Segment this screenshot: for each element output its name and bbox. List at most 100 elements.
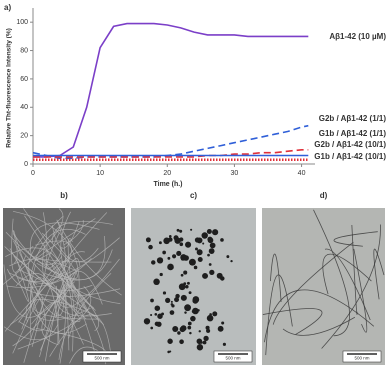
aggregate [154,305,161,311]
aggregate [207,236,213,242]
y-tick-label: 60 [20,76,28,83]
fibril [13,230,78,304]
aggregate [154,313,158,316]
aggregate [151,260,156,265]
fibril [272,241,354,325]
aggregate [150,298,154,303]
aggregate [172,326,179,333]
aggregate [170,300,173,303]
aggregate [178,283,186,291]
fibril [270,253,282,302]
aggregate [186,281,190,285]
aggregate [208,263,212,266]
series-label: G2b / Aβ1-42 (1/1) [319,114,387,123]
series-line [33,22,309,158]
aggregate [202,340,207,345]
aggregate [165,297,171,303]
aggregate [184,304,192,312]
aggregate [177,331,181,335]
aggregate [161,312,165,316]
series-label: G1b / Aβ1-42 (1/1) [319,129,387,138]
aggregate [184,311,187,314]
micrograph-bg [131,208,256,365]
fibril [34,218,96,261]
fibril [373,248,385,300]
aggregate [175,293,180,299]
aggregate [200,341,203,344]
aggregate [185,285,189,289]
aggregate [202,242,205,245]
fibril [324,248,371,321]
scale-label: 500 nm [94,356,109,361]
aggregate [179,229,183,233]
aggregate [197,309,200,312]
aggregate [187,325,192,330]
fibril [63,219,84,246]
aggregate [156,257,164,264]
scale-box [213,350,253,363]
aggregate [179,242,184,247]
aggregate [188,291,192,295]
aggregate [196,249,203,256]
aggregate [209,242,216,249]
aggregate [185,241,192,248]
aggregate [195,247,198,251]
aggregate [150,313,153,317]
y-tick-label: 100 [16,19,28,26]
fibril [322,253,372,295]
fibril [69,346,100,364]
micrograph [262,208,385,365]
fibril [2,208,64,285]
aggregate [174,297,180,303]
fibril [46,232,63,270]
aggregate [190,228,193,231]
panel-label: a) [4,3,11,12]
aggregate [169,310,175,315]
fibril [17,268,105,325]
aggregate [190,315,196,322]
fibril [313,209,350,337]
aggregate [163,237,170,245]
aggregate [162,291,167,295]
aggregate [207,253,210,257]
aggregate [189,331,192,335]
aggregate [216,272,223,279]
aggregate [191,309,195,313]
scale-box [342,350,382,363]
fibril [28,245,112,263]
aggregate [180,273,184,277]
fibril [25,298,99,323]
aggregate [187,321,192,326]
fibril [264,289,375,343]
aggregate [206,314,214,322]
fibril [15,259,29,302]
fibril [262,308,323,335]
micrograph [131,208,256,365]
fibril [28,269,87,334]
aggregate [193,265,198,270]
aggregate [180,254,187,261]
aggregate [159,272,163,277]
y-tick-label: 20 [20,132,28,139]
y-axis-label: Relative Tht-fluorescence Intensity (%) [6,28,13,148]
series-label: G2b / Aβ1-42 (10/1) [314,140,386,149]
aggregate [172,254,177,259]
y-tick-label: 80 [20,47,28,54]
panel-label: b) [60,191,68,200]
aggregate [167,256,171,260]
scale-box [82,350,122,363]
fibril [67,238,75,312]
aggregate [156,321,162,327]
x-tick-label: 30 [231,170,239,177]
aggregate [150,326,154,330]
aggregate [209,269,215,275]
x-tick-label: 20 [163,170,171,177]
fibril [64,277,99,332]
fibril [282,316,356,336]
aggregate [179,339,184,345]
aggregate [206,328,211,333]
fibril [6,257,92,288]
panel-label: d) [320,191,328,200]
scale-label: 500 nm [225,356,240,361]
